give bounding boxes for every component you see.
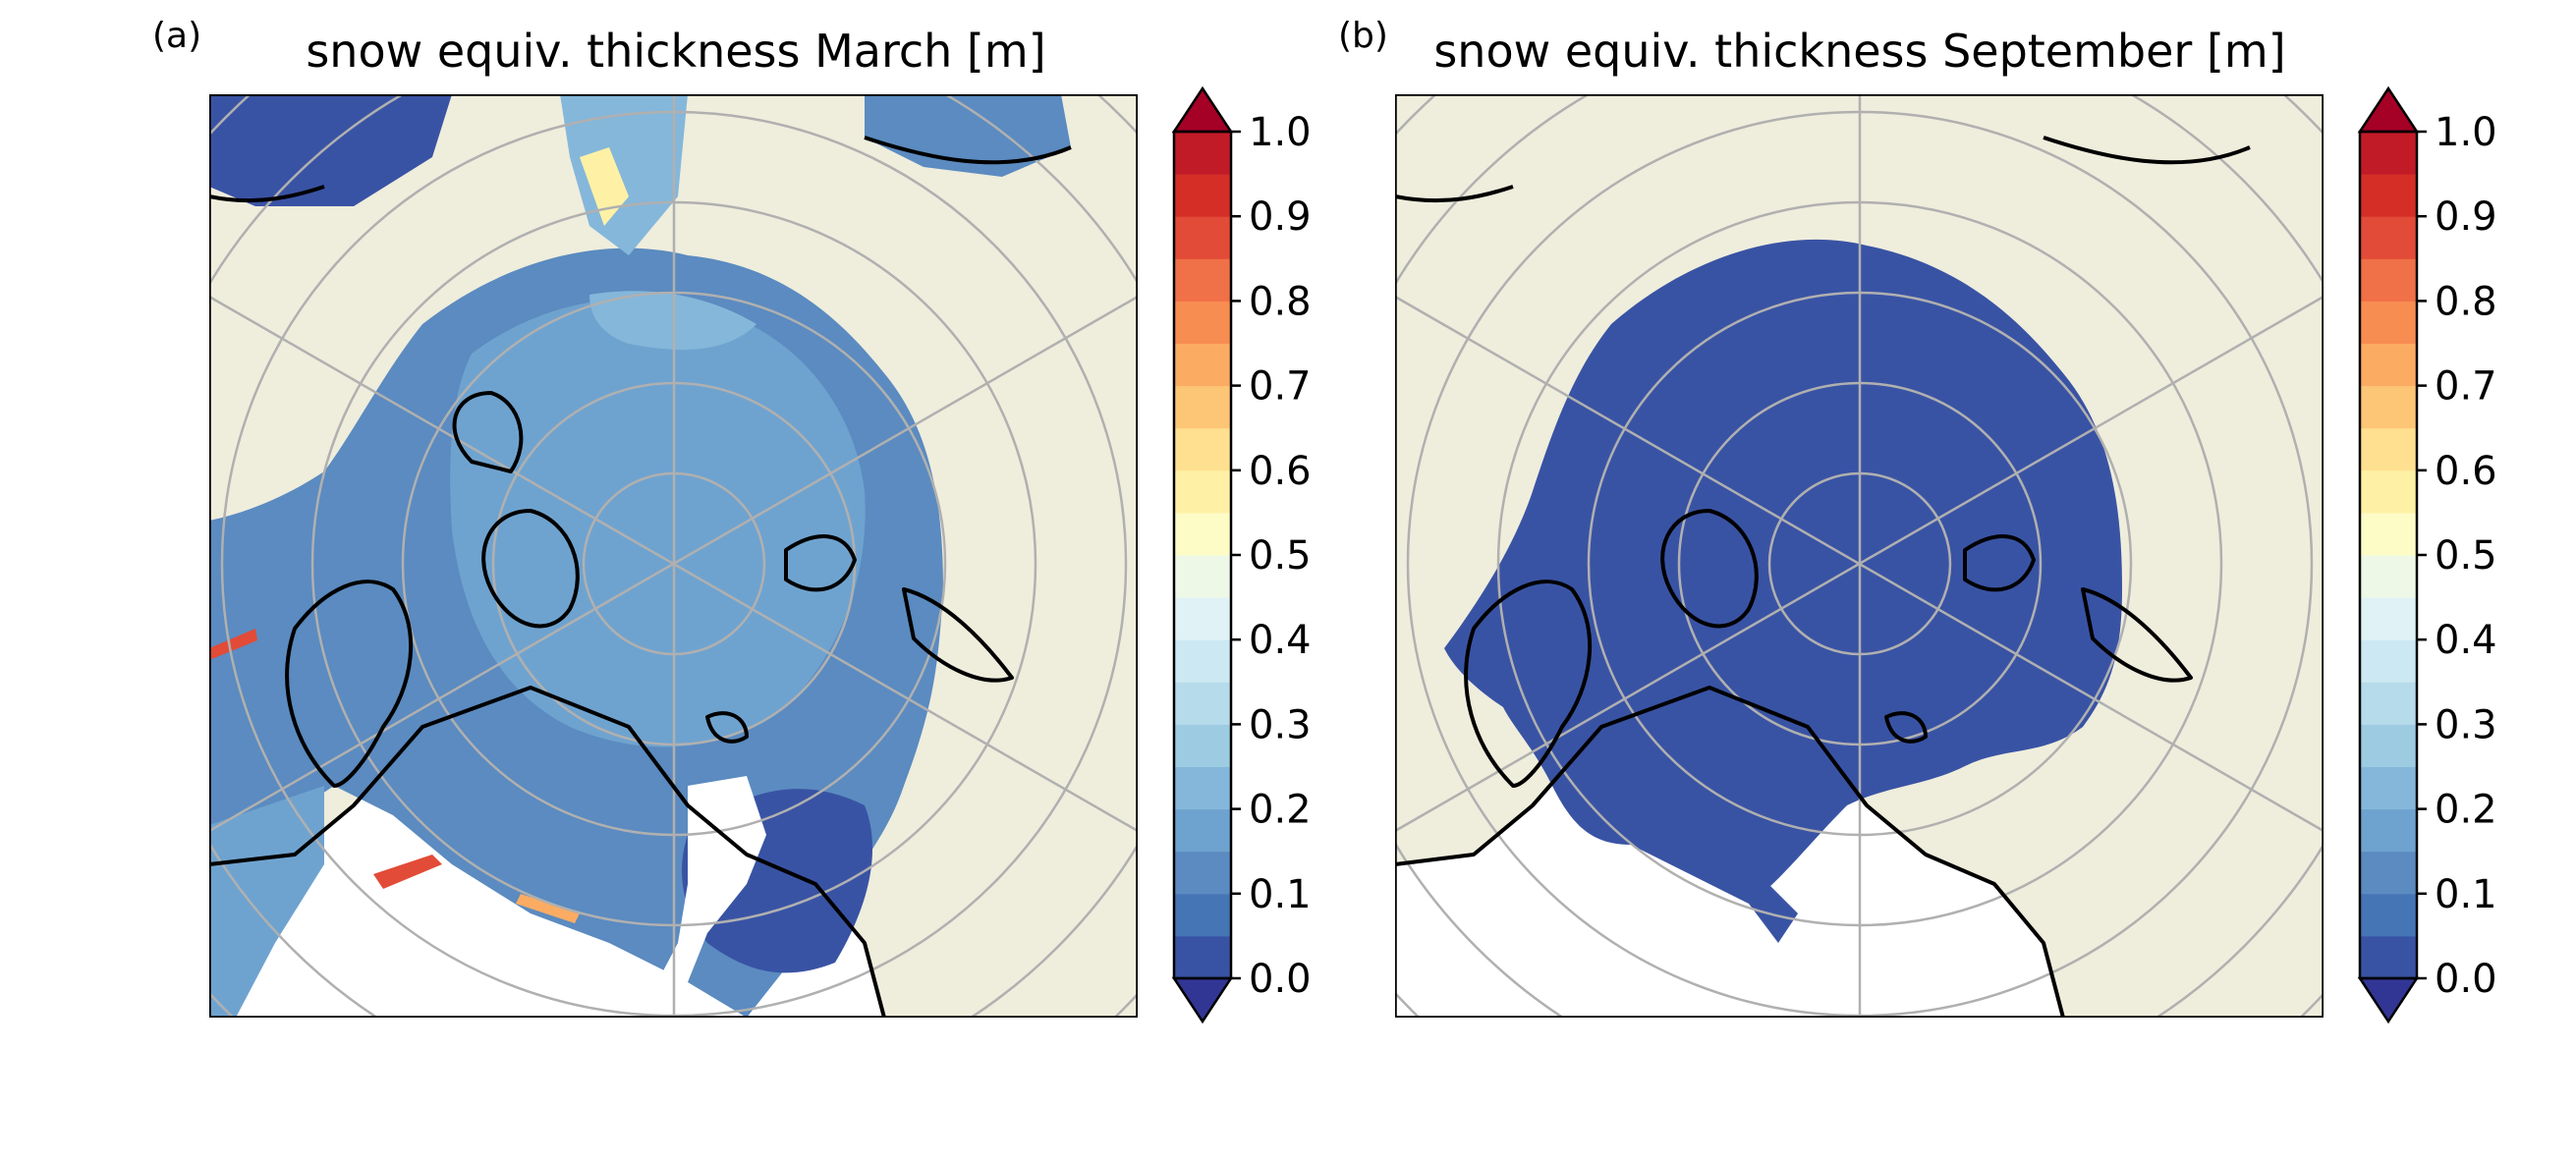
panel-b-colorbar: 0.0 0.1 0.2 0.3 0.4 0.5 0.6 0.7 0.8 0.9 1.0 — [2357, 85, 2497, 1024]
colorbar-band — [1174, 935, 1231, 979]
panel-a-ice-nw — [209, 94, 452, 206]
colorbar-band — [2360, 851, 2417, 895]
panel-a-coastlines — [209, 94, 1072, 1018]
panel-a-ice-ne — [865, 94, 1071, 177]
colorbar-band — [1174, 555, 1231, 598]
panel-b-gridlines — [1395, 94, 2324, 1018]
colorbar-band — [1174, 174, 1231, 217]
panel-b-ice-fringe — [1749, 884, 1798, 943]
colorbar-tick-label: 0.6 — [1249, 449, 1312, 494]
colorbar-band — [1174, 851, 1231, 895]
colorbar-band — [2360, 132, 2417, 175]
panel-b-colorbar-over — [2357, 85, 2420, 134]
colorbar-band — [1174, 766, 1231, 810]
panel-a: (a) snow equiv. thickness March [m] — [152, 16, 1312, 1024]
panel-b-ice — [1444, 239, 2122, 943]
colorbar-tick-label: 0.2 — [2435, 788, 2497, 833]
panel-a-colorbar-over — [1171, 85, 1234, 134]
colorbar-band — [2360, 512, 2417, 556]
colorbar-tick-label: 0.4 — [2435, 618, 2497, 663]
panel-b: (b) snow equiv. thickness September [m] — [1338, 16, 2497, 1024]
colorbar-band — [2360, 470, 2417, 514]
colorbar-band — [2360, 555, 2417, 598]
colorbar-tick-label: 0.7 — [1249, 364, 1312, 410]
colorbar-band — [2360, 301, 2417, 344]
colorbar-band — [1174, 385, 1231, 429]
colorbar-tick-label: 0.1 — [1249, 872, 1312, 917]
colorbar-band — [2360, 639, 2417, 683]
colorbar-band — [2360, 343, 2417, 387]
colorbar-tick-label: 0.5 — [1249, 533, 1312, 579]
colorbar-tick-label: 1.0 — [1249, 110, 1312, 155]
colorbar-band — [2360, 385, 2417, 429]
panel-a-gridlines — [209, 94, 1138, 1018]
colorbar-band — [1174, 427, 1231, 471]
colorbar-band — [1174, 343, 1231, 387]
colorbar-band — [1174, 216, 1231, 259]
colorbar-band — [1174, 470, 1231, 514]
panel-a-ice-red-3 — [209, 629, 257, 660]
panel-a-ice-west — [209, 521, 314, 707]
panel-a-ice-north — [560, 94, 688, 255]
colorbar-tick-label: 0.5 — [2435, 533, 2497, 579]
colorbar-band — [2360, 893, 2417, 937]
colorbar-tick-label: 0.0 — [1249, 957, 1312, 1002]
colorbar-band — [2360, 766, 2417, 810]
colorbar-tick-label: 0.6 — [2435, 449, 2497, 494]
colorbar-tick-label: 0.8 — [2435, 279, 2497, 324]
panel-a-label: (a) — [152, 16, 201, 56]
colorbar-band — [1174, 639, 1231, 683]
panel-a-ice-barents — [639, 776, 766, 1018]
colorbar-tick-label: 0.2 — [1249, 788, 1312, 833]
colorbar-band — [1174, 132, 1231, 175]
colorbar-tick-label: 0.9 — [1249, 194, 1312, 240]
colorbar-band — [1174, 893, 1231, 937]
panel-a-map — [209, 94, 1138, 1018]
colorbar-tick-label: 0.3 — [1249, 702, 1312, 747]
colorbar-band — [2360, 258, 2417, 302]
colorbar-tick-label: 0.9 — [2435, 194, 2497, 240]
colorbar-band — [1174, 512, 1231, 556]
panel-a-colorbar-under — [1171, 976, 1234, 1024]
panel-b-label: (b) — [1338, 16, 1388, 56]
colorbar-band — [2360, 174, 2417, 217]
colorbar-band — [2360, 935, 2417, 979]
panel-b-colorbar-under — [2357, 976, 2420, 1024]
colorbar-band — [2360, 216, 2417, 259]
colorbar-band — [2360, 724, 2417, 767]
panel-b-title: snow equiv. thickness September [m] — [1433, 25, 2285, 78]
panel-b-map — [1395, 94, 2324, 1018]
colorbar-band — [1174, 724, 1231, 767]
panel-a-ice — [209, 94, 1071, 1018]
colorbar-band — [1174, 682, 1231, 725]
panel-a-ice-red-1 — [373, 855, 442, 889]
colorbar-tick-label: 0.0 — [2435, 957, 2497, 1002]
colorbar-tick-label: 0.7 — [2435, 364, 2497, 410]
panel-b-coastlines — [1395, 136, 2251, 1018]
panel-a-ice-red-2 — [516, 894, 580, 923]
colorbar-tick-label: 0.8 — [1249, 279, 1312, 324]
colorbar-tick-label: 0.4 — [1249, 618, 1312, 663]
colorbar-tick-label: 1.0 — [2435, 110, 2497, 155]
panel-a-title: snow equiv. thickness March [m] — [306, 25, 1045, 78]
panel-a-ice-south — [209, 786, 324, 1018]
panel-b-ice-main — [1444, 239, 2122, 905]
panel-a-colorbar: 0.0 0.1 0.2 0.3 0.4 0.5 0.6 0.7 0.8 0.9 1.0 — [1171, 85, 1312, 1024]
panel-a-ice-central — [450, 298, 866, 747]
colorbar-band — [1174, 258, 1231, 302]
colorbar-band — [1174, 597, 1231, 640]
colorbar-band — [1174, 808, 1231, 853]
colorbar-band — [2360, 682, 2417, 725]
colorbar-band — [2360, 427, 2417, 471]
colorbar-band — [1174, 301, 1231, 344]
colorbar-tick-label: 0.3 — [2435, 702, 2497, 747]
colorbar-band — [2360, 808, 2417, 853]
colorbar-band — [2360, 597, 2417, 640]
colorbar-tick-label: 0.1 — [2435, 872, 2497, 917]
